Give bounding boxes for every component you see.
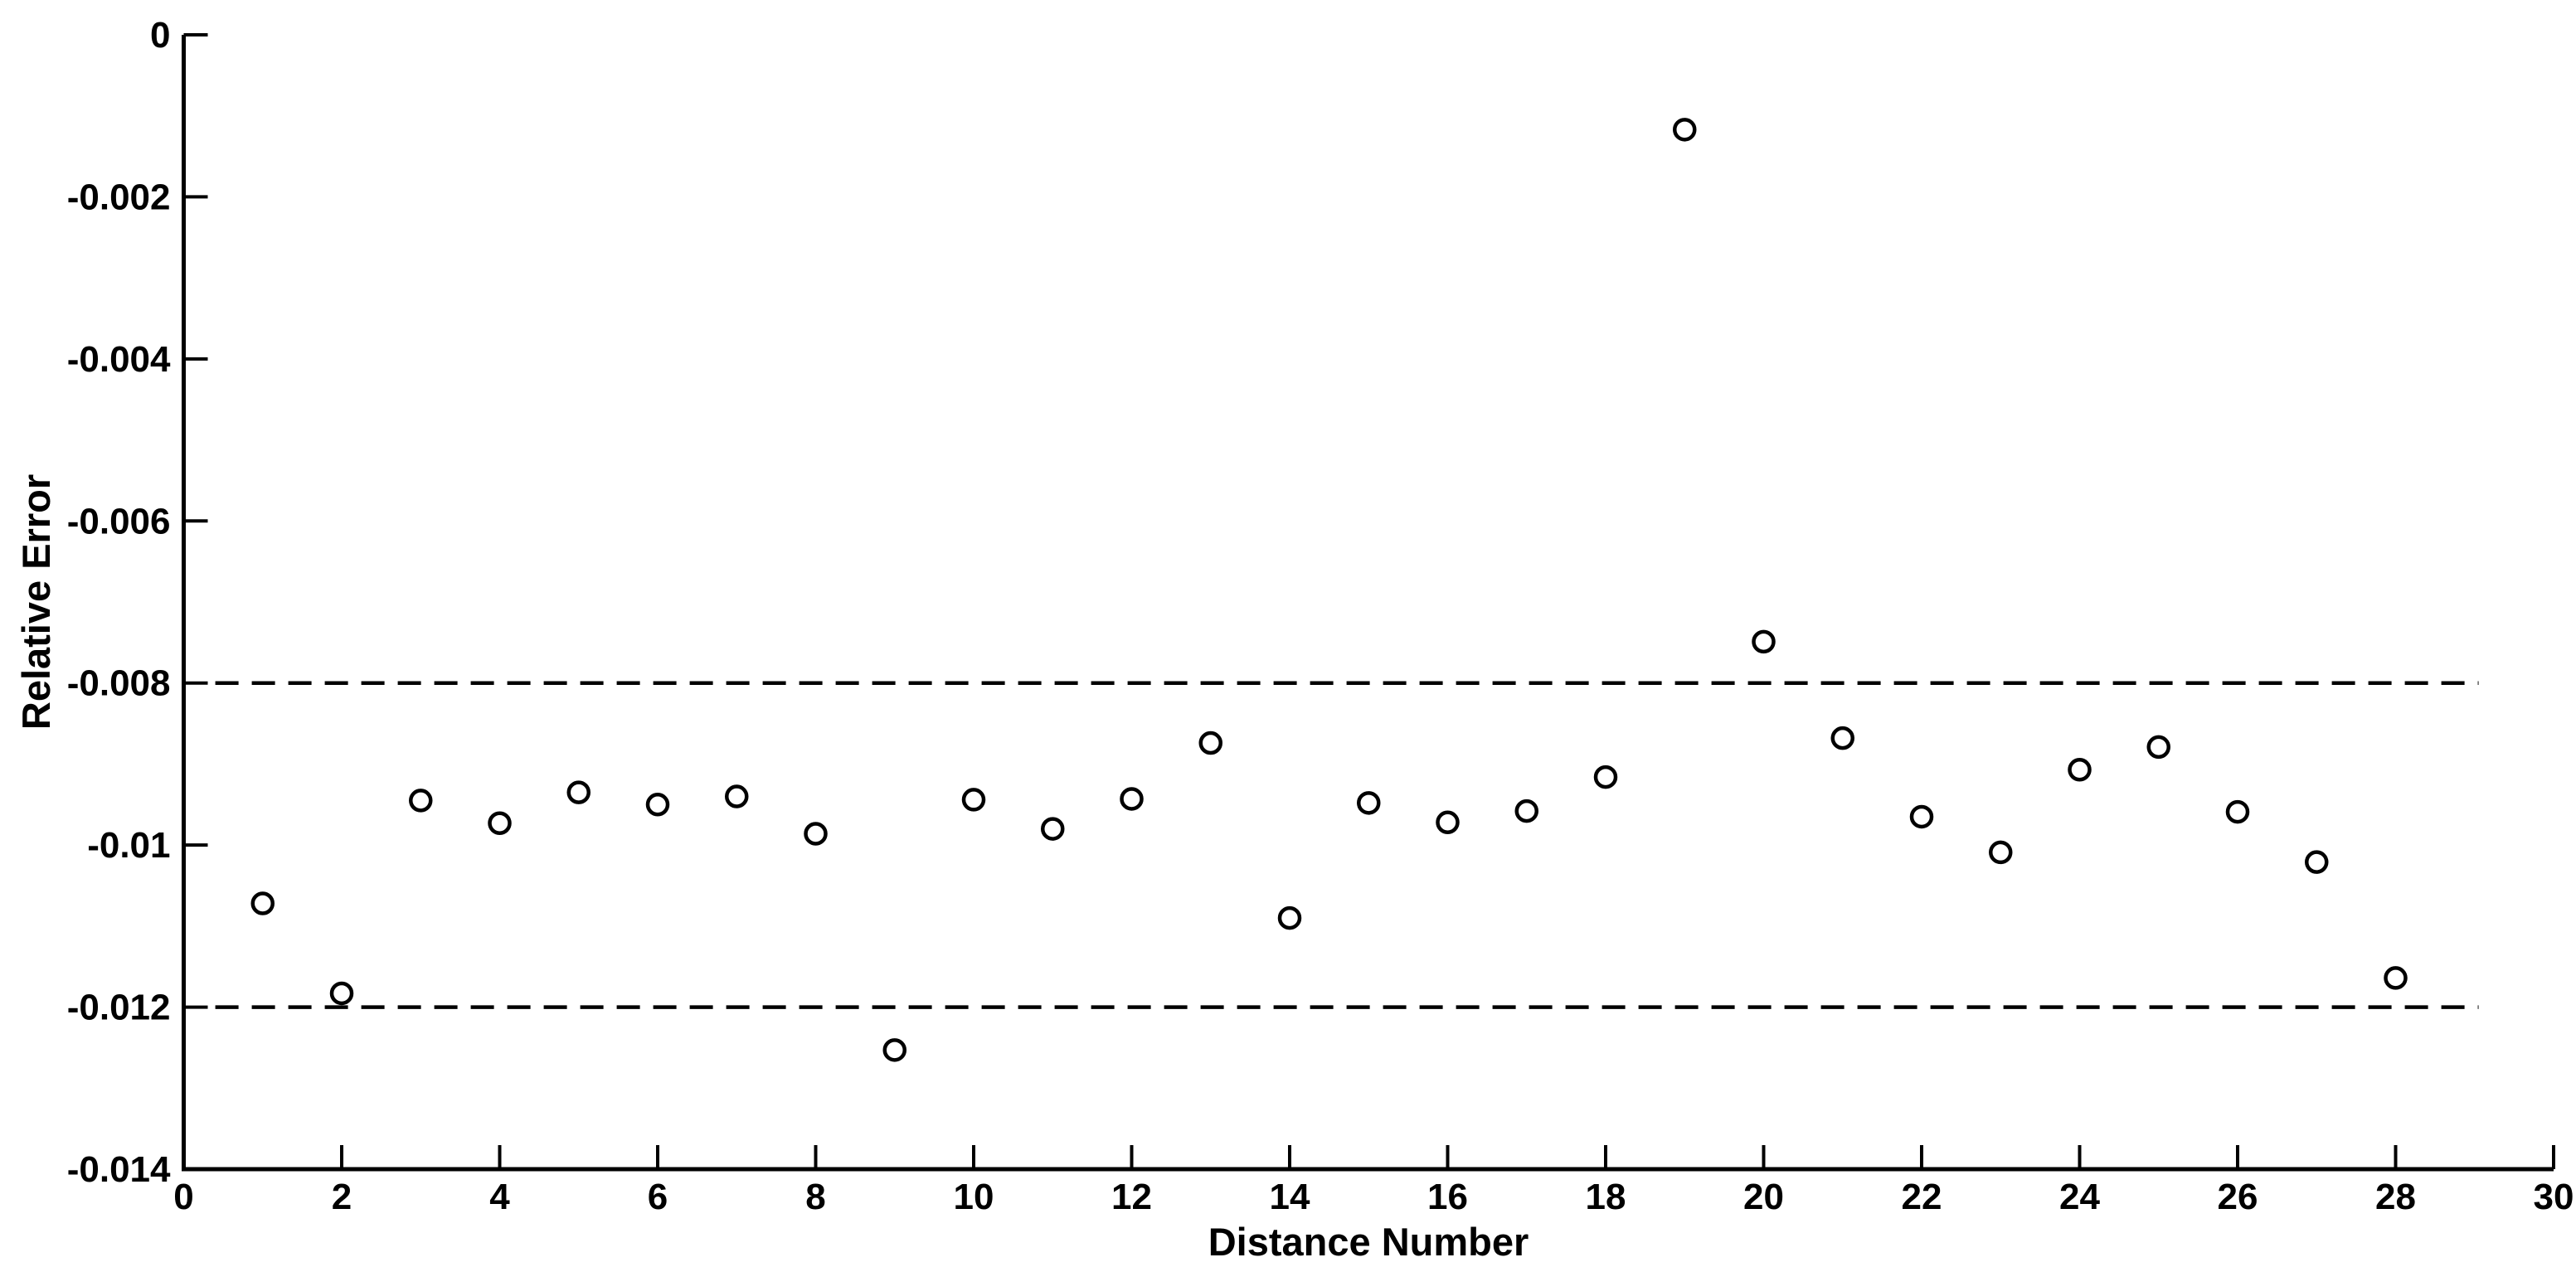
x-tick-label: 28 [2375,1177,2416,1217]
y-tick-label: -0.004 [67,339,171,380]
x-axis-title: Distance Number [1208,1220,1529,1264]
data-point-marker [250,891,275,915]
data-point-marker [2068,758,2092,782]
x-tick-label: 16 [1427,1177,1468,1217]
data-point-marker [725,784,749,808]
x-tick-label: 18 [1586,1177,1626,1217]
x-tick-label: 8 [805,1177,825,1217]
data-point-marker [1989,840,2013,865]
y-tick-label: -0.014 [67,1149,171,1190]
x-tick-label: 0 [173,1177,193,1217]
data-point-marker [1514,799,1538,823]
y-axis-title: Relative Error [14,474,58,730]
x-tick-label: 24 [2059,1177,2100,1217]
x-tick-label: 4 [489,1177,510,1217]
data-point-marker [2384,966,2408,990]
x-tick-label: 26 [2218,1177,2258,1217]
data-point-marker [804,822,828,846]
data-point-marker [1673,118,1697,142]
x-tick-label: 30 [2534,1177,2574,1217]
data-point-marker [329,981,354,1006]
x-tick-label: 2 [332,1177,352,1217]
data-point-marker [645,793,670,817]
y-tick-label: -0.002 [67,177,171,217]
data-point-marker [566,780,591,804]
y-tick-label: -0.012 [67,988,171,1028]
x-tick-label: 20 [1743,1177,1784,1217]
data-point-marker [1120,787,1144,811]
x-tick-label: 6 [648,1177,668,1217]
x-tick-label: 10 [954,1177,994,1217]
data-point-marker [1752,629,1776,654]
y-tick-label: -0.006 [67,501,171,541]
x-tick-label: 22 [1902,1177,1942,1217]
y-tick-label: -0.01 [87,825,170,866]
x-tick-label: 14 [1270,1177,1310,1217]
data-point-marker [1277,905,1302,930]
data-point-marker [1436,810,1460,835]
data-point-marker [488,811,512,836]
data-point-marker [882,1038,906,1062]
data-point-marker [2305,850,2329,874]
y-tick-label: -0.008 [67,663,171,704]
plot-area: 0 2 4 6 8 10 12 14 16 18 20 22 24 26 28 300-0.002-0.004… [67,15,2574,1217]
data-point-marker [1909,804,1934,829]
data-point-marker [2225,799,2250,824]
data-point-marker [409,789,433,813]
data-point-marker [1198,731,1222,755]
data-point-marker [961,788,986,812]
data-point-marker [1041,817,1065,841]
data-point-marker [1593,765,1618,789]
y-tick-label: 0 [150,15,170,56]
x-tick-label: 12 [1111,1177,1152,1217]
data-point-marker [1830,726,1854,750]
data-point-marker [1357,791,1381,815]
data-point-marker [2146,735,2170,760]
